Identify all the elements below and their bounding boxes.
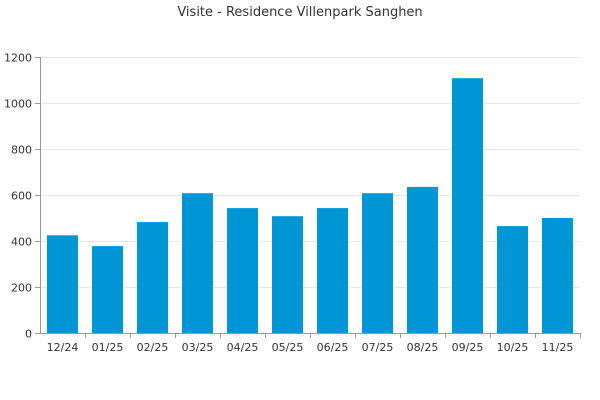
y-tick-label: 1000 — [4, 98, 32, 111]
bar — [317, 208, 348, 333]
bars — [47, 78, 573, 334]
bar — [362, 193, 393, 333]
bar — [182, 193, 213, 333]
bar — [497, 226, 528, 333]
bar — [227, 208, 258, 333]
x-tick-label: 09/25 — [452, 341, 484, 354]
bar — [47, 235, 78, 334]
x-tick-label: 04/25 — [227, 341, 259, 354]
x-tick-label: 10/25 — [497, 341, 529, 354]
gridlines — [40, 57, 580, 288]
x-tick-label: 02/25 — [137, 341, 169, 354]
axes — [35, 57, 581, 338]
y-tick-label: 600 — [11, 190, 32, 203]
y-tick-labels: 0 200 400 600 800 1000 1200 — [4, 52, 32, 341]
x-tick-label: 06/25 — [317, 341, 349, 354]
y-tick-label: 1200 — [4, 52, 32, 65]
x-tick-label: 05/25 — [272, 341, 304, 354]
y-tick-label: 0 — [25, 328, 32, 341]
x-tick-labels: 12/24 01/25 02/25 03/25 04/25 05/25 06/25 07/25… — [47, 341, 574, 354]
x-tick-label: 11/25 — [542, 341, 574, 354]
bar — [137, 222, 168, 333]
bar — [272, 216, 303, 333]
bar — [542, 218, 573, 333]
x-tick-label: 07/25 — [362, 341, 394, 354]
x-tick-label: 08/25 — [407, 341, 439, 354]
x-tick-label: 03/25 — [182, 341, 214, 354]
bar — [407, 186, 438, 333]
y-tick-label: 800 — [11, 144, 32, 157]
bar — [452, 78, 483, 333]
y-tick-label: 400 — [11, 236, 32, 249]
chart-title: Visite - Residence Villenpark Sanghen — [177, 5, 422, 20]
bar — [92, 246, 123, 333]
y-tick-label: 200 — [11, 282, 32, 295]
x-tick-label: 01/25 — [92, 341, 124, 354]
x-tick-label: 12/24 — [47, 341, 79, 354]
